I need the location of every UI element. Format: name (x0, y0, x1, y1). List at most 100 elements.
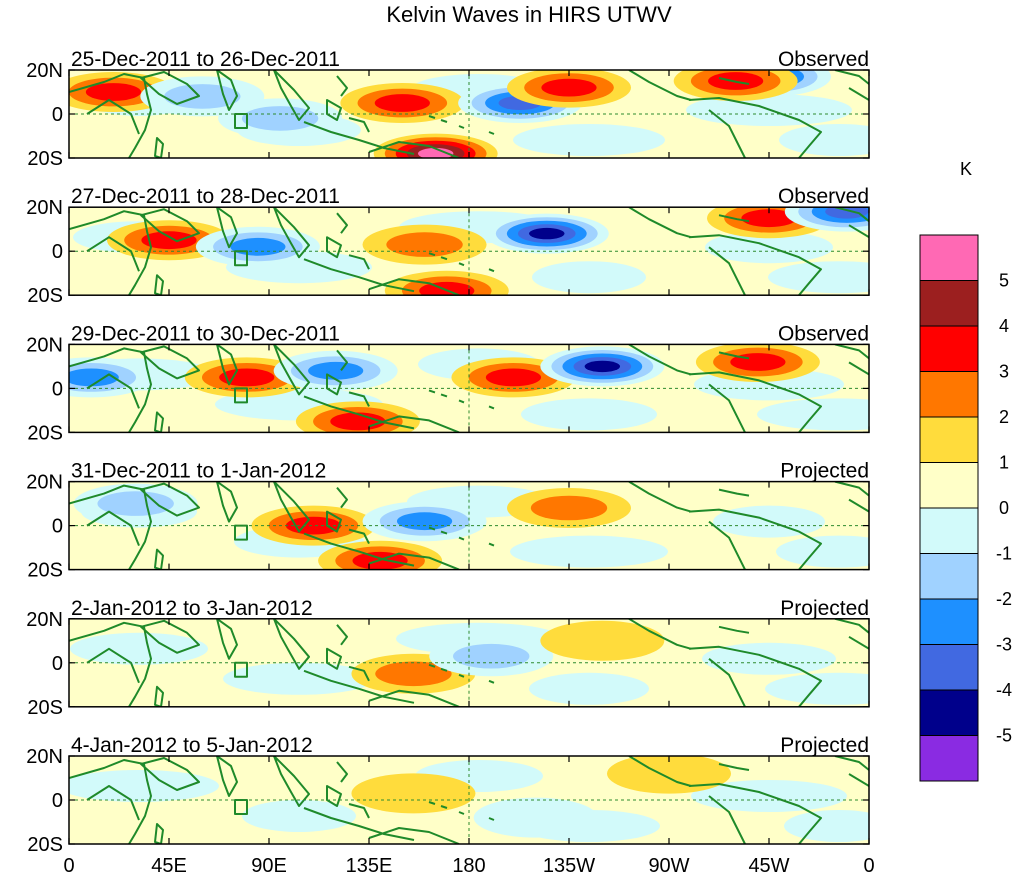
y-tick-label: 20N (26, 472, 63, 494)
contour-patch (768, 261, 869, 294)
contour-patch (521, 398, 657, 431)
contour-level (584, 360, 621, 373)
y-tick-label: 20S (27, 422, 63, 444)
panel-date-range: 27-Dec-2011 to 28-Dec-2011 (71, 185, 340, 208)
y-tick-label: 0 (52, 653, 63, 675)
panel-status: Projected (780, 460, 869, 483)
contour-level (97, 491, 174, 516)
y-tick-label: 20N (26, 334, 63, 356)
map-panel: 20N 0 20S 25-Dec-2011 to 26-Dec-2011 Observe… (26, 48, 870, 170)
x-tick-label: 90W (648, 855, 689, 877)
contour-level (541, 78, 597, 97)
contour-level (351, 773, 476, 814)
panel-status: Observed (778, 322, 869, 345)
contour-level (741, 209, 797, 228)
contour-level (386, 232, 463, 257)
contour-field (70, 620, 869, 705)
contour-level (825, 207, 869, 219)
contour-patch (765, 672, 869, 705)
contour-level (141, 231, 197, 250)
colorbar-swatch (919, 371, 979, 418)
map-panel: 20N 0 20S 27-Dec-2011 to 28-Dec-2011 Observe… (26, 185, 870, 307)
panel-status: Projected (780, 597, 869, 620)
map-panel: 20N 0 20S 2-Jan-2012 to 3-Jan-2012 Projected (26, 597, 870, 719)
colorbar-label: -3 (996, 635, 1012, 655)
contour-patch (784, 810, 869, 842)
x-tick-label: 45E (151, 855, 187, 877)
contour-patch (69, 770, 219, 802)
contour-field (73, 483, 869, 570)
map-panel: 20N 0 20S 29-Dec-2011 to 30-Dec-2011 Observe… (26, 322, 870, 444)
x-tick-label: 0 (63, 855, 74, 877)
contour-patch (223, 662, 375, 695)
x-tick-label: 180 (452, 855, 485, 877)
contour-level (485, 368, 542, 387)
colorbar-label: 0 (999, 498, 1009, 518)
contour-patch (779, 124, 869, 156)
panel-status: Projected (780, 734, 869, 757)
colorbar-label: 1 (999, 453, 1009, 473)
contour-level (607, 756, 731, 794)
contour-patch (70, 632, 208, 665)
y-tick-label: 0 (52, 104, 63, 126)
panel-status: Observed (778, 48, 869, 71)
panel-date-range: 2-Jan-2012 to 3-Jan-2012 (71, 597, 313, 620)
y-tick-label: 20S (27, 560, 63, 582)
contour-field (69, 344, 869, 433)
colorbar-unit: K (960, 159, 972, 179)
y-tick-label: 20S (27, 834, 63, 856)
y-tick-label: 20S (27, 697, 63, 719)
contour-patch (513, 124, 665, 156)
y-tick-label: 20N (26, 197, 63, 219)
contour-level (396, 512, 453, 531)
y-tick-label: 20N (26, 609, 63, 631)
contour-patch (510, 535, 668, 568)
colorbar-label: 2 (999, 407, 1009, 427)
colorbar-label: -1 (996, 544, 1012, 564)
colorbar-label: -2 (996, 589, 1012, 609)
contour-level (529, 227, 565, 240)
contour-level (285, 516, 342, 535)
y-tick-label: 20S (27, 285, 63, 307)
y-tick-label: 0 (52, 516, 63, 538)
contour-level (540, 620, 665, 661)
panel-status: Observed (778, 185, 869, 208)
y-tick-label: 20S (27, 148, 63, 170)
y-tick-label: 0 (52, 790, 63, 812)
map-panel: 20N 0 20S 4-Jan-2012 to 5-Jan-2012 Projected (26, 734, 870, 856)
contour-level (530, 495, 608, 521)
y-tick-label: 0 (52, 241, 63, 263)
colorbar: K 5 4 3 2 1 0 -1 -2 -3 -4 -5 (919, 159, 1012, 782)
colorbar-label: 3 (999, 362, 1009, 382)
x-tick-label: 135E (346, 855, 393, 877)
contour-level (219, 368, 275, 387)
y-tick-label: 20N (26, 746, 63, 768)
panel-date-range: 31-Dec-2011 to 1-Jan-2012 (71, 460, 326, 483)
contour-level (85, 83, 142, 101)
contour-level (230, 237, 286, 256)
contour-level (417, 147, 454, 158)
contour-level (374, 94, 430, 112)
panel-date-range: 25-Dec-2011 to 26-Dec-2011 (71, 48, 340, 71)
colorbar-label: 5 (999, 271, 1009, 291)
map-panel: 20N 0 20S 31-Dec-2011 to 1-Jan-2012 Projecte… (26, 460, 870, 582)
contour-patch (242, 800, 356, 832)
colorbar-swatch (919, 598, 979, 645)
map-panels: 20N 0 20S 25-Dec-2011 to 26-Dec-2011 Observe… (26, 48, 870, 856)
figure-title: Kelvin Waves in HIRS UTWV (386, 2, 672, 27)
y-tick-label: 20N (26, 60, 63, 82)
colorbar-swatch (919, 553, 979, 600)
y-tick-label: 0 (52, 378, 63, 400)
longitude-axis: 0 45E 90E 135E 180 135W 90W 45W 0 (63, 855, 874, 877)
x-tick-label: 45W (748, 855, 789, 877)
x-tick-label: 135W (543, 855, 595, 877)
contour-patch (532, 261, 646, 294)
x-tick-label: 90E (251, 855, 287, 877)
colorbar-swatch (919, 416, 979, 463)
contour-level (453, 643, 530, 669)
colorbar-swatch (919, 735, 979, 782)
colorbar-swatch (919, 462, 979, 509)
contour-level (308, 361, 364, 380)
contour-level (164, 84, 241, 109)
